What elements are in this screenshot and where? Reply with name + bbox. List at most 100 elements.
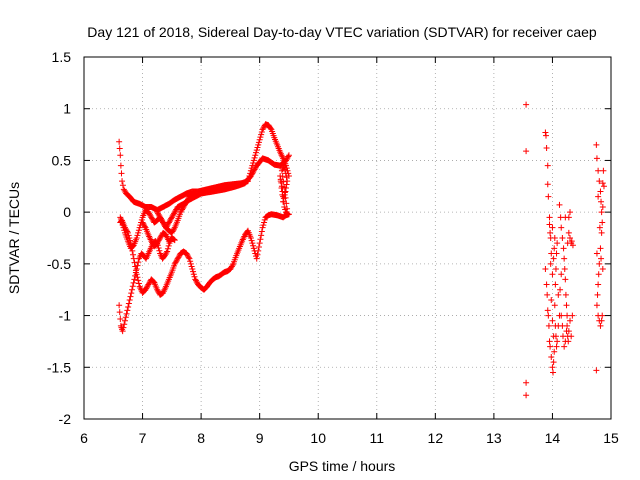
data-point [150,278,157,285]
data-point [598,255,605,262]
y-tick-label: -1.5 [47,359,71,375]
data-point [117,162,124,169]
data-point [133,235,140,241]
data-point [179,206,186,213]
data-point [551,235,558,241]
data-point [131,259,138,266]
data-point [168,229,175,236]
data-point [192,190,199,197]
data-point [148,214,155,221]
data-point [559,333,566,340]
data-point [192,276,199,283]
data-point [188,263,195,270]
data-point [597,245,604,252]
data-point [250,167,257,174]
data-point [116,309,123,316]
data-point [141,222,148,229]
data-point [136,224,143,231]
data-point [567,209,574,216]
data-point [251,166,258,173]
data-point [120,324,127,331]
data-point [595,271,602,278]
data-point [130,251,137,258]
data-point [127,293,134,300]
data-point [167,216,174,223]
data-point [166,218,173,225]
data-point [545,193,552,200]
data-point [156,213,163,220]
data-point [160,219,167,226]
data-point [284,154,291,161]
data-point [542,266,549,273]
data-point [164,248,171,255]
data-point [523,148,530,155]
data-point [168,235,175,242]
data-point [255,247,262,254]
data-point [523,392,530,399]
data-point [552,266,559,273]
data-point [553,250,560,257]
data-point [563,302,570,309]
data-point [154,240,161,247]
data-point [155,244,162,251]
data-point [145,281,152,288]
data-point [122,225,129,232]
data-point [569,242,576,249]
data-point [184,196,191,203]
data-point [121,317,128,324]
data-point [251,154,258,161]
data-point [178,207,185,214]
data-point [546,221,553,228]
data-point [163,249,170,256]
data-point [192,277,199,284]
data-point [128,290,135,297]
data-point [556,201,563,208]
data-point [545,322,552,329]
data-point [561,343,568,350]
data-point [280,178,287,185]
data-point [259,224,266,231]
data-point [154,209,161,216]
data-point [597,322,604,329]
data-point [252,165,259,172]
data-point [267,125,274,132]
data-point [139,219,146,226]
data-point [258,128,265,135]
data-point [565,229,572,236]
data-point [250,242,257,249]
data-point [546,338,553,345]
data-point [248,237,255,244]
data-point [284,205,291,212]
data-point [132,263,139,270]
data-point [130,279,137,286]
data-point [159,218,166,225]
data-point [544,307,551,314]
data-point [523,101,530,108]
data-point [129,283,136,290]
data-point [523,379,530,386]
data-point [596,178,603,185]
data-point [558,312,565,319]
x-tick-label: 13 [486,430,502,446]
data-point [135,227,142,234]
data-point [544,162,551,169]
data-point [228,264,235,271]
data-point [555,291,562,298]
data-point [249,240,256,247]
data-point [255,141,262,148]
data-point [257,134,264,141]
data-point [143,285,150,292]
data-point [117,316,124,323]
data-point [154,210,161,217]
data-point [184,251,191,258]
data-point [543,281,550,288]
data-point [177,209,184,216]
data-point [552,333,559,340]
data-point [594,291,601,298]
data-point [259,126,266,133]
data-point [133,271,140,278]
x-tick-labels: 6 7 8 9 10 11 12 13 14 15 [80,430,619,446]
data-point [548,250,555,257]
data-point [284,211,291,218]
data-point [549,271,556,278]
